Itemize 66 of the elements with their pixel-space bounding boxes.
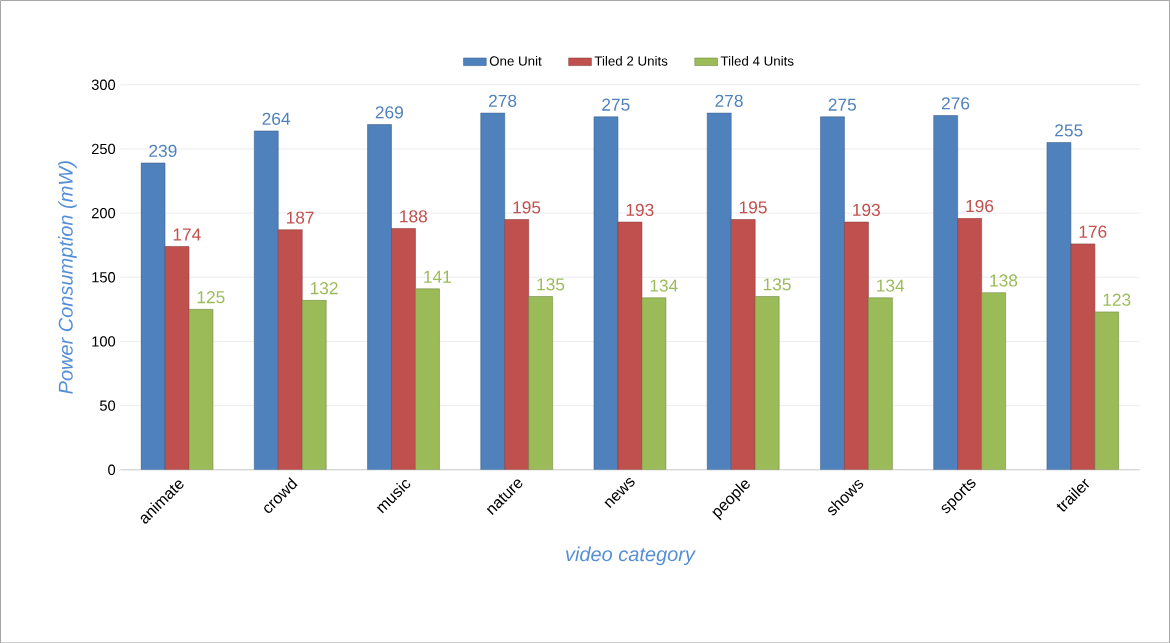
bar (844, 221, 869, 470)
bar (277, 229, 303, 470)
bar (617, 221, 643, 470)
bar (593, 116, 619, 470)
data-label: 196 (966, 199, 994, 212)
data-label: 132 (310, 281, 338, 295)
bar (367, 124, 392, 470)
data-label: 275 (602, 98, 630, 111)
data-label: 239 (149, 144, 177, 157)
y-tick-label: 300 (91, 79, 116, 90)
data-label: 193 (853, 203, 880, 216)
bar (188, 308, 214, 470)
data-label: 187 (286, 211, 314, 224)
bar (641, 297, 667, 470)
y-axis-title: Power Consumption (mW) (58, 161, 77, 394)
bar (1094, 311, 1120, 470)
data-label: 138 (990, 274, 1018, 287)
data-label: 141 (424, 270, 451, 283)
bar (415, 288, 440, 470)
data-label: 278 (489, 94, 517, 107)
legend-label: One Unit (489, 55, 542, 66)
data-label: 176 (1079, 225, 1107, 238)
x-axis-title: video category (566, 546, 696, 565)
data-label: 276 (941, 97, 970, 110)
bar (391, 228, 416, 470)
y-tick-label: 50 (99, 400, 116, 411)
bar (140, 162, 166, 470)
bar (254, 130, 279, 470)
data-label: 134 (650, 279, 678, 292)
data-label: 188 (400, 209, 428, 223)
data-label: 269 (375, 106, 403, 119)
data-label: 195 (739, 200, 767, 214)
bar (754, 296, 780, 470)
legend-label: Tiled 2 Units (594, 55, 668, 66)
data-label: 135 (537, 277, 565, 291)
legend-label: Tiled 4 Units (720, 55, 794, 66)
data-label: 123 (1103, 293, 1131, 306)
data-label: 255 (1055, 123, 1083, 137)
y-tick-label: 100 (92, 336, 116, 347)
data-label: 135 (763, 277, 791, 291)
bar (504, 219, 529, 470)
data-label: 195 (513, 200, 541, 214)
data-label: 174 (173, 228, 201, 241)
bar (1070, 243, 1096, 470)
bar (820, 116, 845, 470)
bar (301, 299, 327, 470)
bar (868, 297, 893, 470)
y-tick-label: 150 (92, 271, 116, 283)
bar (528, 296, 553, 470)
bar (480, 112, 506, 470)
data-label: 134 (877, 279, 905, 292)
bar (1046, 142, 1072, 470)
data-label: 125 (197, 290, 225, 304)
bar (957, 217, 982, 470)
bar (730, 219, 756, 470)
bar (933, 115, 958, 470)
data-label: 278 (715, 94, 743, 107)
y-tick-label: 200 (91, 207, 116, 219)
data-label: 275 (828, 98, 856, 111)
data-label: 193 (626, 203, 654, 216)
bar (164, 245, 190, 470)
y-tick-label: 0 (108, 464, 116, 475)
data-label: 264 (262, 112, 291, 125)
bar (706, 112, 732, 470)
y-tick-label: 250 (91, 143, 116, 154)
bar (981, 292, 1006, 470)
